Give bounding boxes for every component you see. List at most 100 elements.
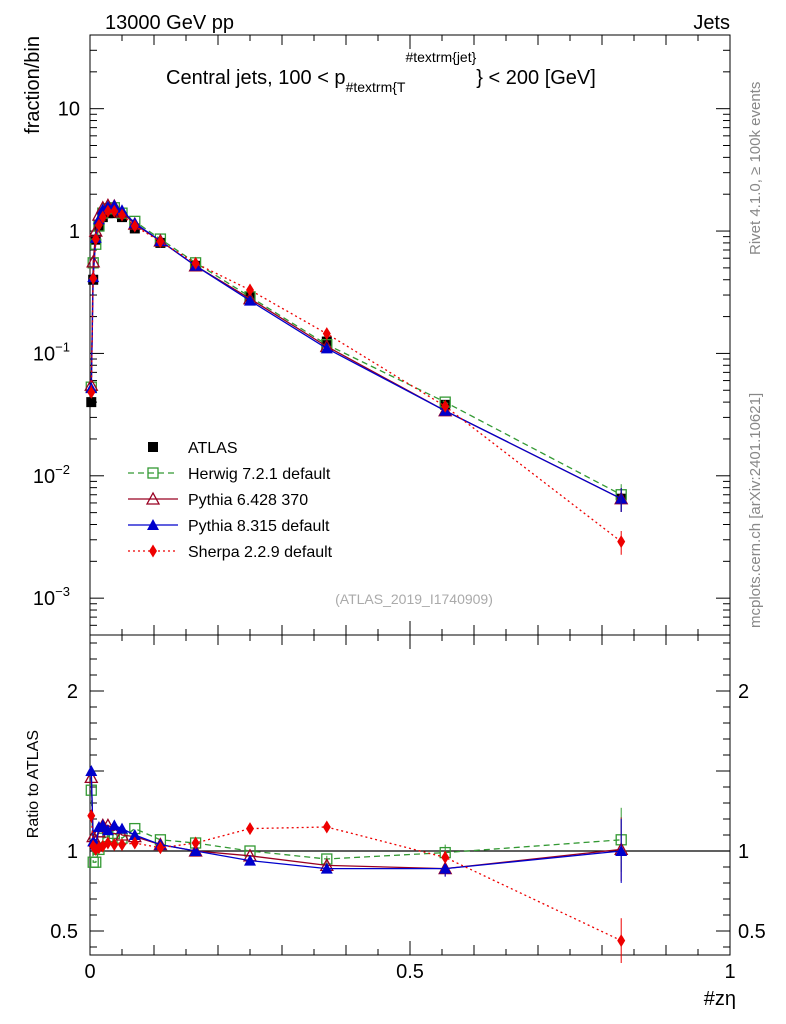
ratio-point-sherpa-2-2-9-default bbox=[130, 836, 139, 850]
main-series-group bbox=[84, 198, 629, 555]
data-point-sherpa-2-2-9-default bbox=[103, 204, 112, 218]
ratio-point-pythia-8-315-default bbox=[108, 819, 121, 831]
legend-item-pythia-6-428-370: Pythia 6.428 370 bbox=[128, 491, 308, 509]
main-y-tick-label: 10−1 bbox=[33, 339, 70, 365]
legend-label: Pythia 8.315 default bbox=[188, 518, 330, 535]
legend-marker bbox=[147, 519, 159, 530]
ratio-series-pythia-8-315-default bbox=[85, 765, 628, 883]
ratio-point-sherpa-2-2-9-default bbox=[87, 809, 96, 823]
ratio-line-pythia-8-315-default bbox=[90, 770, 622, 870]
data-point-sherpa-2-2-9-default bbox=[118, 208, 126, 222]
ratio-point-sherpa-2-2-9-default bbox=[246, 822, 254, 836]
ratio-point-sherpa-2-2-9-default bbox=[103, 836, 112, 850]
energy-label: 13000 GeV pp bbox=[105, 12, 234, 34]
legend-label: Herwig 7.2.1 default bbox=[188, 466, 331, 483]
data-point-sherpa-2-2-9-default bbox=[110, 204, 119, 218]
data-point-sherpa-2-2-9-default bbox=[246, 283, 254, 297]
series-sherpa-2-2-9-default bbox=[87, 204, 626, 549]
category-label: Jets bbox=[693, 12, 730, 34]
data-point-sherpa-2-2-9-default bbox=[156, 235, 165, 249]
legend-marker bbox=[145, 491, 161, 505]
ratio-y-tick-label-left: 1 bbox=[67, 841, 78, 863]
title-prefix: Central jets, 100 < p bbox=[166, 67, 346, 89]
data-point-atlas bbox=[86, 397, 97, 408]
series-line-herwig-7-2-1-default bbox=[90, 207, 622, 496]
data-point-pythia-8-315-default bbox=[320, 342, 333, 354]
ratio-y-tick-label-right: 2 bbox=[738, 681, 749, 703]
data-point-pythia-8-315-default bbox=[244, 294, 256, 306]
title-superscript: #textrm{jet} bbox=[405, 49, 476, 65]
legend: ATLAS Herwig 7.2.1 default Pythia 6.428 37… bbox=[128, 440, 333, 561]
legend-item-sherpa-2-2-9-default: Sherpa 2.2.9 default bbox=[128, 544, 333, 561]
ratio-plot-frame bbox=[89, 634, 731, 956]
ratio-axis-ticks: 0.5 0.51 12 20 0.5 1 bbox=[50, 635, 766, 983]
main-y-tick-label: 10 bbox=[58, 99, 80, 121]
legend-item-pythia-8-315-default: Pythia 8.315 default bbox=[128, 518, 330, 535]
main-axis-ticks: 10−3 10−2 10−1 1 10 bbox=[33, 34, 731, 636]
ratio-point-pythia-8-315-default bbox=[116, 822, 128, 834]
data-point-sherpa-2-2-9-default bbox=[98, 210, 107, 224]
legend-label: Sherpa 2.2.9 default bbox=[188, 544, 333, 561]
main-y-axis-label: fraction/bin bbox=[22, 36, 44, 134]
ratio-point-sherpa-2-2-9-default bbox=[118, 838, 126, 852]
x-tick-label: 0 bbox=[84, 961, 95, 983]
x-tick-label: 0.5 bbox=[396, 961, 424, 983]
x-axis-label: #zη bbox=[704, 988, 736, 1010]
legend-label: ATLAS bbox=[188, 440, 238, 457]
ratio-point-pythia-8-315-default bbox=[101, 824, 114, 836]
legend-marker bbox=[149, 544, 157, 558]
ratio-point-pythia-8-315-default bbox=[96, 819, 109, 831]
ratio-point-pythia-8-315-default bbox=[320, 862, 333, 874]
main-y-tick-label: 10−3 bbox=[33, 584, 70, 610]
ratio-point-pythia-8-315-default bbox=[615, 845, 628, 856]
analysis-label: (ATLAS_2019_I1740909) bbox=[335, 591, 493, 607]
data-point-sherpa-2-2-9-default bbox=[191, 256, 200, 270]
legend-marker bbox=[148, 442, 158, 452]
ratio-series-sherpa-2-2-9-default bbox=[87, 809, 626, 963]
series-atlas bbox=[86, 208, 627, 504]
main-y-tick-label: 1 bbox=[69, 221, 80, 243]
ratio-series-pythia-6-428-370 bbox=[84, 770, 629, 882]
title-suffix: } < 200 [GeV] bbox=[476, 67, 596, 89]
ratio-y-tick-label-right: 1 bbox=[738, 841, 749, 863]
data-point-sherpa-2-2-9-default bbox=[87, 385, 96, 399]
ratio-series-group bbox=[84, 765, 629, 963]
ratio-point-herwig-7-2-1-default bbox=[90, 856, 102, 868]
data-point-sherpa-2-2-9-default bbox=[130, 219, 139, 233]
ratio-y-axis-label: Ratio to ATLAS bbox=[25, 730, 42, 838]
data-point-sherpa-2-2-9-default bbox=[322, 327, 331, 341]
data-point-sherpa-2-2-9-default bbox=[94, 218, 103, 232]
ratio-point-pythia-8-315-default bbox=[189, 845, 202, 856]
ratio-point-pythia-8-315-default bbox=[85, 765, 98, 776]
x-tick-label: 1 bbox=[724, 961, 735, 983]
ratio-y-tick-label-right: 0.5 bbox=[738, 921, 766, 943]
series-line-sherpa-2-2-9-default bbox=[90, 210, 622, 543]
ratio-line-pythia-6-428-370 bbox=[90, 777, 622, 870]
ratio-point-sherpa-2-2-9-default bbox=[110, 838, 119, 852]
rivet-label: Rivet 4.1.0, ≥ 100k events bbox=[747, 82, 764, 255]
legend-item-atlas: ATLAS bbox=[148, 440, 238, 457]
ratio-point-sherpa-2-2-9-default bbox=[191, 836, 200, 850]
ratio-point-pythia-8-315-default bbox=[128, 829, 141, 840]
legend-marker bbox=[147, 467, 159, 479]
ratio-point-sherpa-2-2-9-default bbox=[322, 820, 331, 834]
ratio-point-pythia-8-315-default bbox=[439, 862, 452, 874]
main-plot-frame bbox=[89, 34, 731, 636]
ratio-point-sherpa-2-2-9-default bbox=[617, 934, 626, 948]
ratio-point-pythia-8-315-default bbox=[244, 854, 256, 866]
ratio-point-sherpa-2-2-9-default bbox=[441, 850, 450, 864]
title-subscript: #textrm{T bbox=[346, 79, 406, 95]
plot-title: Central jets, 100 < p#textrm{T #textrm{je… bbox=[166, 49, 596, 95]
main-y-tick-label: 10−2 bbox=[33, 462, 70, 488]
mcplots-label: mcplots.cern.ch [arXiv:2401.10621] bbox=[747, 393, 764, 628]
data-point-sherpa-2-2-9-default bbox=[89, 271, 98, 285]
ratio-y-tick-label-left: 2 bbox=[67, 681, 78, 703]
ratio-point-sherpa-2-2-9-default bbox=[156, 841, 165, 855]
ratio-y-tick-label-left: 0.5 bbox=[50, 921, 78, 943]
data-point-sherpa-2-2-9-default bbox=[441, 399, 450, 413]
ratio-line-sherpa-2-2-9-default bbox=[90, 815, 622, 942]
legend-label: Pythia 6.428 370 bbox=[188, 492, 308, 509]
data-point-pythia-6-428-370 bbox=[86, 254, 101, 268]
legend-item-herwig-7-2-1-default: Herwig 7.2.1 default bbox=[128, 466, 331, 483]
